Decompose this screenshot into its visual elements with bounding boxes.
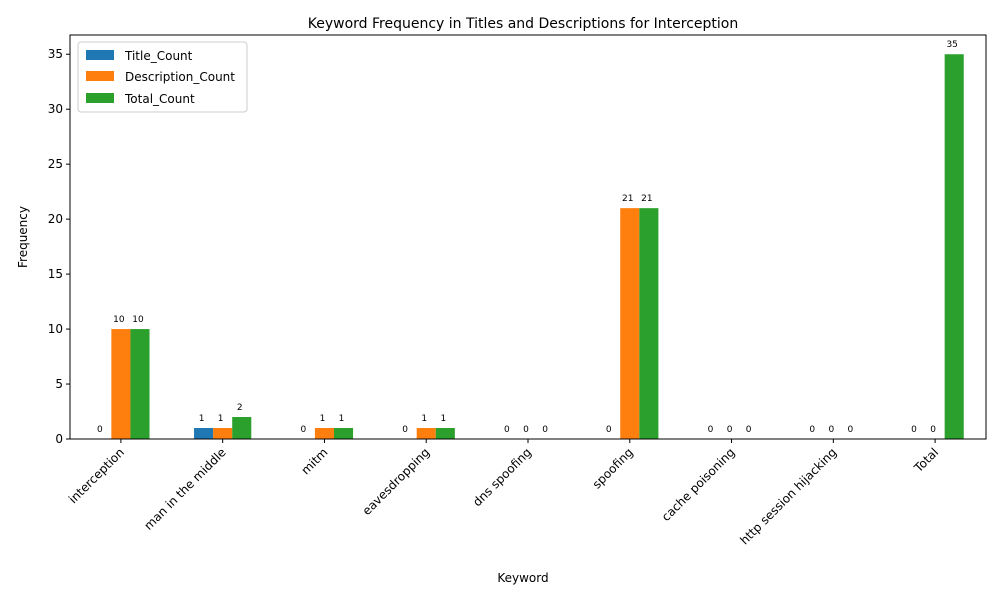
bar-title-count-man-in-the-middle	[194, 428, 214, 439]
legend: Title_Count Description_Count Total_Coun…	[77, 41, 248, 113]
data-label-total-count-spoofing: 21	[641, 194, 652, 204]
bar-description-count-man-in-the-middle	[213, 428, 233, 439]
data-label-title-count-spoofing: 0	[606, 425, 612, 435]
legend-label-total-count: Total_Count	[124, 92, 195, 106]
y-tick-label: 25	[48, 157, 63, 171]
y-tick-label: 15	[48, 267, 63, 281]
bar-description-count-spoofing	[620, 208, 640, 439]
legend-label-title-count: Title_Count	[124, 49, 193, 63]
y-tick-label: 5	[55, 377, 63, 391]
data-label-title-count-dns-spoofing: 0	[504, 425, 510, 435]
data-label-description-count-eavesdropping: 1	[421, 414, 427, 424]
data-label-title-count-eavesdropping: 0	[402, 425, 408, 435]
data-label-description-count-http-session-hijacking: 0	[828, 425, 834, 435]
data-label-total-count-mitm: 1	[339, 414, 345, 424]
y-tick-label: 10	[48, 322, 63, 336]
bar-total-count-spoofing	[639, 208, 659, 439]
data-label-total-count-interception: 10	[132, 315, 144, 325]
data-label-title-count-interception: 0	[97, 425, 103, 435]
data-label-description-count-man-in-the-middle: 1	[218, 414, 224, 424]
legend-box	[77, 41, 248, 113]
bar-description-count-interception	[111, 329, 131, 439]
bar-total-count-man-in-the-middle	[232, 417, 252, 439]
y-tick-label: 30	[48, 102, 63, 116]
data-label-description-count-total: 0	[930, 425, 936, 435]
bar-description-count-mitm	[314, 428, 334, 439]
bar-description-count-eavesdropping	[416, 428, 436, 439]
data-label-title-count-mitm: 0	[300, 425, 306, 435]
y-tick-label: 0	[55, 432, 63, 446]
x-axis-title: Keyword	[497, 571, 548, 585]
data-label-description-count-spoofing: 21	[622, 194, 633, 204]
y-axis: 0 5 10 15 20 25 30 35	[48, 47, 70, 446]
bar-total-count-eavesdropping	[435, 428, 455, 439]
data-label-description-count-interception: 10	[113, 315, 125, 325]
data-label-description-count-mitm: 1	[320, 414, 326, 424]
data-label-title-count-cache-poisoning: 0	[708, 425, 714, 435]
data-label-total-count-cache-poisoning: 0	[746, 425, 752, 435]
data-label-title-count-man-in-the-middle: 1	[199, 414, 205, 424]
y-axis-title: Frequency	[16, 206, 30, 268]
data-label-description-count-dns-spoofing: 0	[523, 425, 529, 435]
legend-swatch-title-count	[86, 50, 114, 60]
data-label-title-count-total: 0	[911, 425, 917, 435]
data-label-total-count-http-session-hijacking: 0	[848, 425, 854, 435]
data-label-description-count-cache-poisoning: 0	[727, 425, 733, 435]
data-label-total-count-dns-spoofing: 0	[542, 425, 548, 435]
bar-total-count-total	[944, 54, 964, 439]
plot-frame	[69, 34, 987, 440]
chart-title: Keyword Frequency in Titles and Descript…	[308, 16, 739, 32]
bar-total-count-mitm	[333, 428, 354, 439]
bars-layer	[111, 54, 964, 439]
y-tick-label: 35	[48, 47, 63, 61]
data-label-total-count-man-in-the-middle: 2	[237, 403, 243, 413]
legend-swatch-total-count	[86, 93, 114, 103]
data-label-total-count-eavesdropping: 1	[440, 414, 446, 424]
legend-swatch-description-count	[86, 71, 114, 81]
legend-label-description-count: Description_Count	[125, 70, 235, 84]
data-label-total-count-total: 35	[946, 40, 957, 50]
data-label-title-count-http-session-hijacking: 0	[809, 425, 815, 435]
y-tick-label: 20	[48, 212, 63, 226]
bar-total-count-interception	[130, 329, 150, 439]
